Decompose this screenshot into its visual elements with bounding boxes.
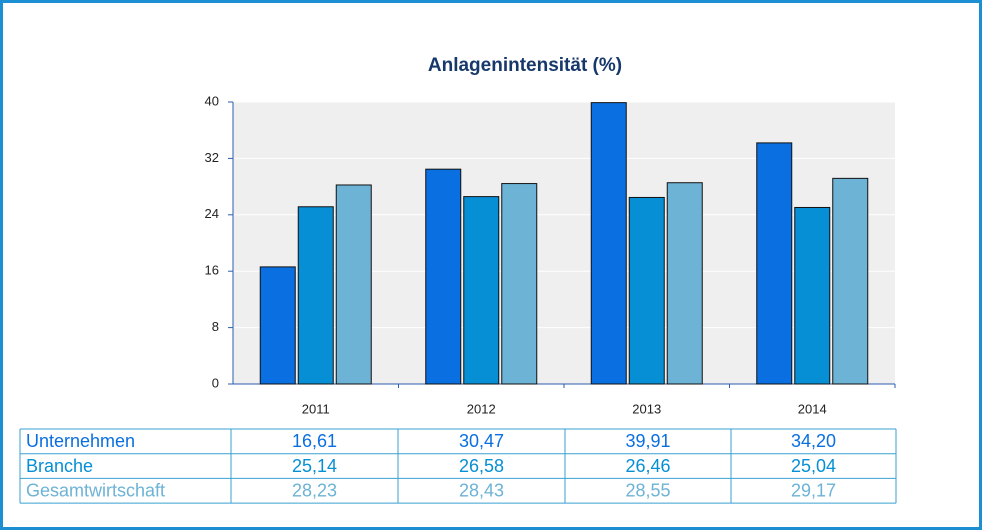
legend-label: Unternehmen <box>26 431 135 451</box>
bar <box>832 177 869 385</box>
table-value: 25,04 <box>791 456 836 476</box>
x-tick-label: 2013 <box>632 401 661 416</box>
y-tick-label: 8 <box>212 319 219 334</box>
table-value: 28,55 <box>625 481 670 501</box>
bar <box>297 206 334 385</box>
y-tick-label: 40 <box>205 93 219 108</box>
bar <box>794 206 831 385</box>
legend-label: Gesamtwirtschaft <box>26 481 165 501</box>
table-value: 25,14 <box>292 456 337 476</box>
y-tick-label: 32 <box>205 150 219 165</box>
x-tick-label: 2011 <box>302 401 330 416</box>
bar <box>628 196 665 385</box>
table-value: 26,58 <box>459 456 504 476</box>
bar <box>590 102 627 385</box>
table-value: 16,61 <box>292 431 337 451</box>
x-tick-label: 2014 <box>798 401 827 416</box>
y-tick-label: 16 <box>205 263 219 278</box>
bar <box>259 266 296 385</box>
x-tick-label: 2012 <box>467 401 496 416</box>
bar <box>501 183 538 385</box>
bar <box>463 196 500 385</box>
table-value: 39,91 <box>625 431 670 451</box>
table-value: 28,43 <box>459 481 504 501</box>
bar <box>666 182 703 385</box>
table-value: 34,20 <box>791 431 836 451</box>
bar <box>335 184 372 385</box>
bar <box>756 142 793 385</box>
table-value: 28,23 <box>292 481 337 501</box>
bar <box>425 168 462 385</box>
table-value: 26,46 <box>625 456 670 476</box>
y-tick-label: 24 <box>205 206 219 221</box>
legend-label: Branche <box>26 456 93 476</box>
table-value: 29,17 <box>791 481 836 501</box>
table-value: 30,47 <box>459 431 504 451</box>
chart-title: Anlagenintensität (%) <box>428 55 622 76</box>
y-tick-label: 0 <box>212 375 219 390</box>
